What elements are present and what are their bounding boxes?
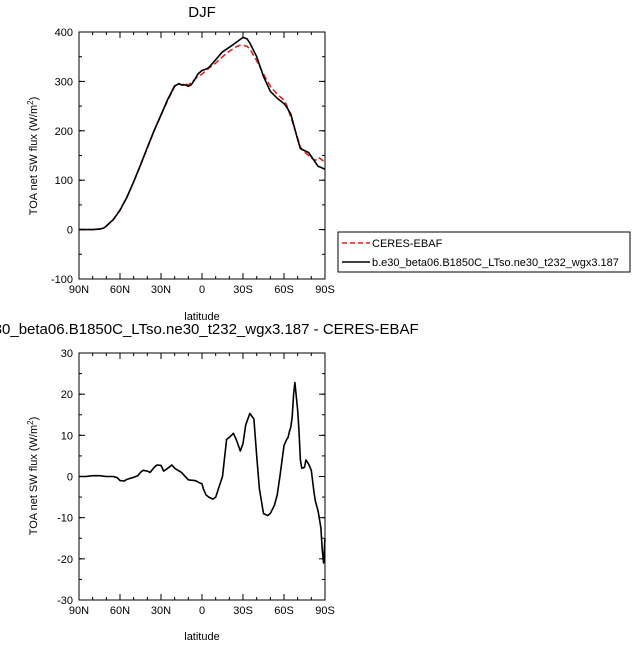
bottom-y-tick-label: 20: [61, 389, 73, 401]
bottom-chart-title: e30_beta06.B1850C_LTso.ne30_t232_wgx3.18…: [0, 321, 419, 338]
bottom-x-tick-label: 0: [199, 605, 205, 617]
top-x-tick-label: 30N: [151, 284, 171, 296]
bottom-y-tick-label: 0: [67, 472, 73, 484]
top-x-tick-label: 90S: [315, 284, 335, 296]
top-y-tick-label: -100: [51, 274, 73, 286]
legend-box: [337, 231, 631, 273]
bottom-x-tick-label: 90S: [315, 605, 335, 617]
top-y-tick-label: 200: [55, 126, 73, 138]
bottom-y-tick-label: 30: [61, 348, 73, 360]
top-series-line-2: [79, 36, 326, 231]
top-y-tick-label: 0: [67, 225, 73, 237]
top-y-tick-label: 100: [55, 175, 73, 187]
top-plot: 90N 60N 30N 0 30S 60S 90S 400 300 200 100 0 -100: [51, 27, 335, 296]
bottom-x-tick-label: 60N: [110, 605, 130, 617]
top-x-tick-label: 0: [199, 284, 205, 296]
bottom-y-axis-label: TOA net SW flux (W/m2): [26, 417, 40, 536]
bottom-series-line-1: [79, 381, 326, 564]
legend: CERES-EBAF b.e30_beta06.B1850C_LTso.ne30…: [337, 231, 631, 273]
top-x-tick-label: 90N: [69, 284, 89, 296]
top-chart-title: DJF: [188, 4, 216, 21]
top-series-line-1: [79, 44, 326, 231]
top-x-axis-label: latitude: [184, 311, 219, 323]
bottom-x-tick-label: 90N: [69, 605, 89, 617]
legend-label-model: b.e30_beta06.B1850C_LTso.ne30_t232_wgx3.…: [372, 257, 619, 269]
top-y-axis-label: TOA net SW flux (W/m2): [26, 97, 40, 216]
bottom-x-axis-label: latitude: [184, 631, 219, 643]
bottom-x-tick-label: 60S: [274, 605, 294, 617]
top-x-tick-label: 30S: [233, 284, 253, 296]
top-y-tick-label: 400: [55, 27, 73, 39]
bottom-x-tick-label: 30N: [151, 605, 171, 617]
top-y-tick-label: 300: [55, 76, 73, 88]
top-x-tick-label: 60S: [274, 284, 294, 296]
bottom-y-tick-label: -30: [57, 595, 73, 607]
bottom-y-tick-label: 10: [61, 430, 73, 442]
legend-label-ceres: CERES-EBAF: [372, 238, 443, 250]
bottom-y-tick-label: -20: [57, 554, 73, 566]
top-x-tick-label: 60N: [110, 284, 130, 296]
bottom-x-tick-label: 30S: [233, 605, 253, 617]
bottom-plot: 90N 60N 30N 0 30S 60S 90S 30 20 10 0 -10 -20 -30: [57, 348, 335, 617]
top-plot-frame: [78, 31, 326, 280]
bottom-y-tick-label: -10: [57, 513, 73, 525]
